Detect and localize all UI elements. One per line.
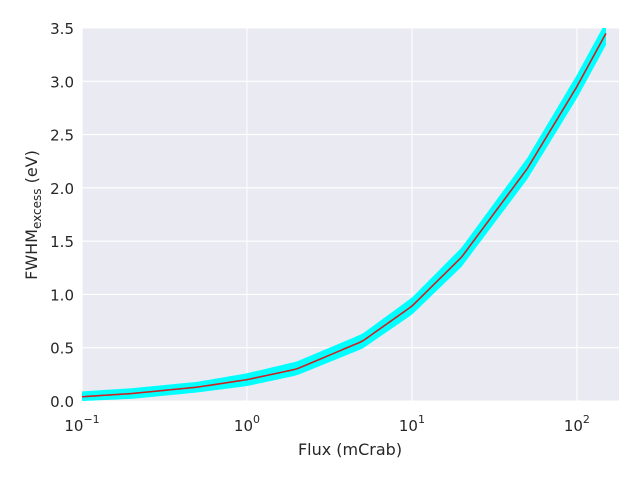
grid [81, 27, 619, 402]
x-tick-labels: 10−1 100 101 102 [64, 413, 590, 435]
y-axis-label-unit: (eV) [22, 150, 41, 188]
y-tick-label: 0.0 [50, 393, 74, 411]
y-tick-label: 2.0 [50, 180, 74, 198]
x-axis-label: Flux (mCrab) [298, 440, 402, 459]
y-tick-label: 2.5 [50, 127, 74, 145]
y-tick-label: 1.0 [50, 286, 74, 304]
x-tick-label: 102 [564, 413, 590, 435]
y-tick-label: 3.5 [50, 20, 74, 38]
x-tick-label: 100 [234, 413, 260, 435]
y-axis-label-subscript: excess [30, 188, 44, 229]
y-tick-label: 1.5 [50, 233, 74, 251]
x-tick-label: 10−1 [64, 413, 99, 435]
series-line-layer [82, 32, 607, 398]
x-tick-label: 101 [399, 413, 425, 435]
series-line [82, 32, 607, 398]
y-tick-label: 0.5 [50, 340, 74, 358]
y-tick-labels: 0.0 0.5 1.0 1.5 2.0 2.5 3.0 3.5 [50, 20, 74, 411]
y-tick-label: 3.0 [50, 73, 74, 91]
y-axis-label: FWHMexcess (eV) [22, 150, 44, 280]
y-axis-label-main: FWHM [22, 229, 41, 280]
